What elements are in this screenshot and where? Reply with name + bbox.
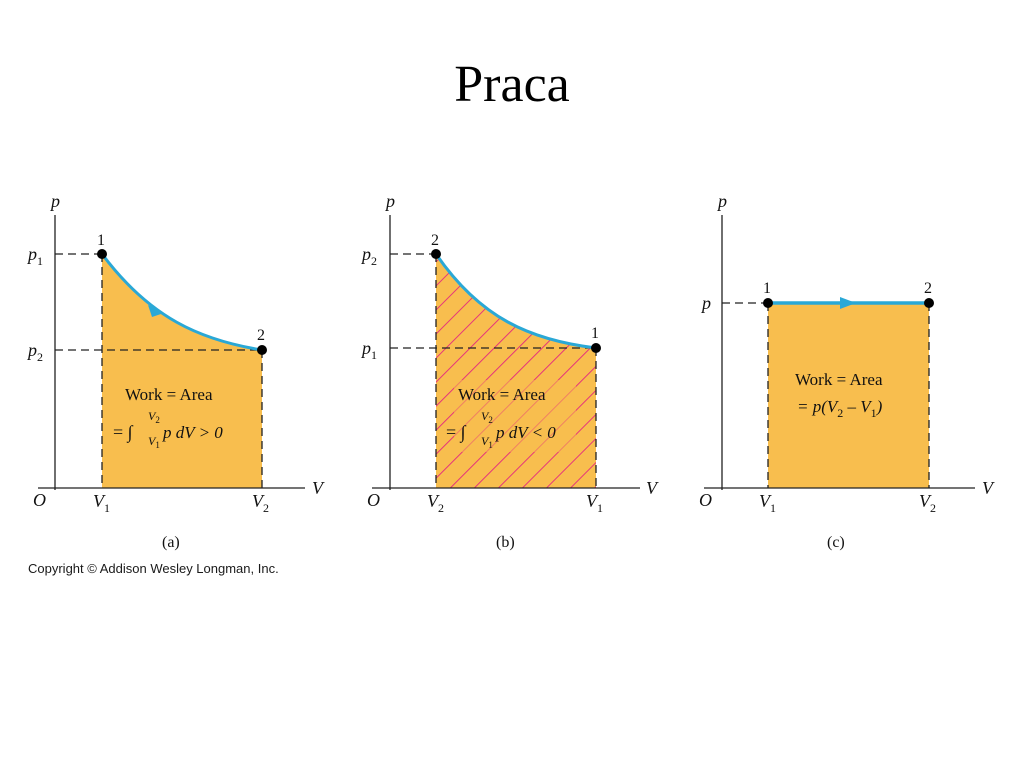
panel-b-axis-x-label: V xyxy=(646,478,659,498)
panel-a-process-curve xyxy=(100,253,263,352)
copyright-notice: Copyright © Addison Wesley Longman, Inc. xyxy=(28,561,279,576)
panel-a-area-title: Work = Area xyxy=(125,385,213,404)
panel-a-point-2-label: 2 xyxy=(257,327,265,344)
panel-a-area-equation: = ∫ xyxy=(113,422,134,443)
panel-b-origin-label: O xyxy=(367,490,380,510)
panel-a-int-lower: V1 xyxy=(148,434,160,450)
panel-b-int-upper: V2 xyxy=(481,409,493,425)
panel-a-p1-label: p1 xyxy=(26,244,43,268)
panel-a-work-area xyxy=(102,254,262,488)
panel-b-integrand: p dV < 0 xyxy=(495,423,556,442)
panel-c-axis-y-label: p xyxy=(716,191,727,211)
panel-c-v2-label: V2 xyxy=(919,491,936,515)
panel-a-origin-label: O xyxy=(33,490,46,510)
panel-b-point-1-label: 1 xyxy=(591,325,599,342)
panel-b-v2-label: V2 xyxy=(427,491,444,515)
panel-c-area-formula: = p(V2 – V1) xyxy=(797,397,883,420)
panel-b: p V O p2 p1 V2 V1 2 1 Work = Area = ∫ V2… xyxy=(360,191,659,551)
panel-c-direction-arrow-icon xyxy=(840,297,856,309)
panel-a: p V O p1 p2 V1 V2 1 2 Work = Area = ∫ V2… xyxy=(26,191,325,551)
panel-b-area-equation: = ∫ xyxy=(446,422,467,443)
panel-b-point-2-label: 2 xyxy=(431,232,439,249)
panel-a-axis-x-label: V xyxy=(312,478,325,498)
panel-b-formula-backdrop xyxy=(454,380,576,452)
panel-a-point-1-label: 1 xyxy=(97,232,105,249)
panel-c-point-1-label: 1 xyxy=(763,280,771,297)
panel-c-p-label: p xyxy=(700,293,711,313)
panel-b-point-2 xyxy=(431,249,441,259)
panel-a-v1-label: V1 xyxy=(93,491,110,515)
panel-c-point-2-label: 2 xyxy=(924,280,932,297)
panel-a-axis-y-label: p xyxy=(49,191,60,211)
panel-c: p V O p V1 V2 1 2 Work = Area = p(V2 – V… xyxy=(699,191,995,551)
panel-c-area-title: Work = Area xyxy=(795,370,883,389)
panel-b-point-1 xyxy=(591,343,601,353)
panel-a-integrand: p dV > 0 xyxy=(162,423,223,442)
panel-b-caption: (b) xyxy=(496,534,515,551)
panel-c-caption: (c) xyxy=(827,534,845,551)
panel-c-origin-label: O xyxy=(699,490,712,510)
panel-c-point-1 xyxy=(763,298,773,308)
panel-c-point-2 xyxy=(924,298,934,308)
panel-c-work-area xyxy=(768,303,929,488)
panel-b-work-area-hatch xyxy=(436,254,596,488)
slide-title: Praca xyxy=(454,56,570,113)
panel-a-point-1 xyxy=(97,249,107,259)
panel-a-point-2 xyxy=(257,345,267,355)
panel-a-caption: (a) xyxy=(162,534,180,551)
panel-b-v1-label: V1 xyxy=(586,491,603,515)
panel-b-area-title: Work = Area xyxy=(458,385,546,404)
panel-b-p1-label: p1 xyxy=(360,338,377,362)
panel-b-axis-y-label: p xyxy=(384,191,395,211)
panel-b-int-lower: V1 xyxy=(481,434,493,450)
panel-b-process-curve xyxy=(434,253,597,350)
panel-a-direction-arrow-icon xyxy=(148,305,164,317)
panel-c-axis-x-label: V xyxy=(982,478,995,498)
panel-a-p2-label: p2 xyxy=(26,340,43,364)
panel-a-int-upper: V2 xyxy=(148,409,160,425)
panel-b-p2-label: p2 xyxy=(360,244,377,268)
panel-a-v2-label: V2 xyxy=(252,491,269,515)
panel-c-v1-label: V1 xyxy=(759,491,776,515)
